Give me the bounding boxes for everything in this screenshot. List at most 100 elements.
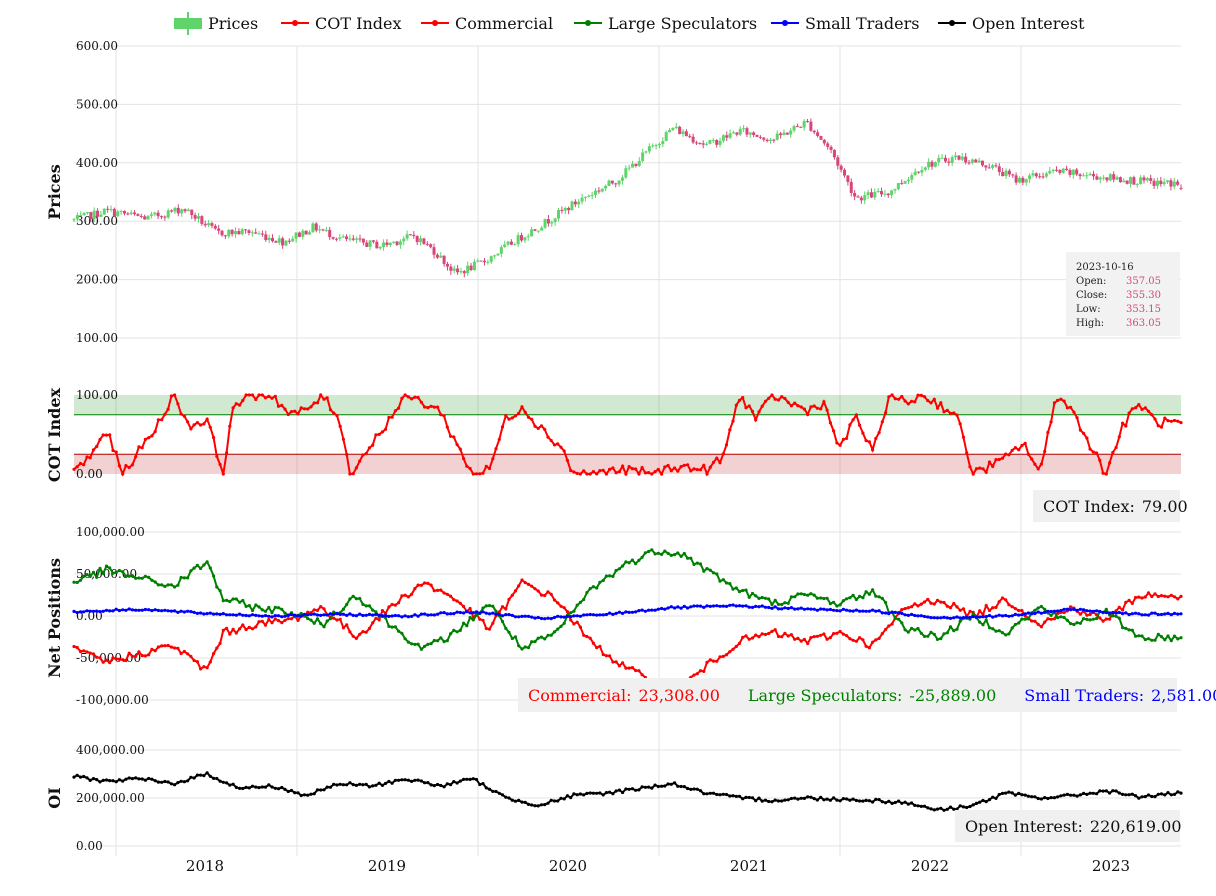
cot-index-point [225,451,229,455]
large-speculators-point [504,626,508,631]
commercial-point [455,599,459,603]
large-speculators-point [767,597,771,601]
small-traders-point [575,614,579,618]
candle-body [486,261,490,263]
commercial-point [176,646,180,650]
large-speculators-point [835,604,839,608]
cot-index-point [848,423,852,427]
commercial-point [744,634,748,638]
legend-item-commercial[interactable]: Commercial [421,12,553,34]
commercial-point [1146,591,1151,595]
commercial-point [218,641,222,646]
open-interest-point [95,778,99,782]
small-traders-point [948,616,953,621]
candle-body [890,190,894,196]
commercial-point [825,637,829,641]
small-traders-point [1150,611,1154,615]
large-speculators-point [854,597,859,602]
open-interest-point [179,779,183,783]
large-speculators-point [108,566,112,570]
large-speculators-point [851,593,855,598]
cot-index-point [1020,443,1024,448]
commercial-point [984,604,988,608]
candle-body [85,212,89,214]
large-speculators-point [189,569,193,573]
small-traders-point [744,604,748,608]
cot-index-point [588,472,592,476]
net-tick-label: -100,000.00 [76,693,149,707]
small-traders-point [1095,609,1099,613]
open-interest-point [971,803,975,807]
commercial-point [1169,593,1173,597]
candle-body [1159,180,1163,185]
cot-index-point [867,440,872,444]
open-interest-point [874,797,878,802]
small-traders-point [393,613,397,618]
candle-body [654,145,658,147]
cot-index-point [1026,452,1030,456]
commercial-point [523,581,527,585]
open-interest-point [127,776,131,780]
open-interest-point [85,776,89,780]
open-interest-point [913,803,917,808]
small-traders-point [585,613,589,617]
commercial-point [351,634,355,638]
large-speculators-point [270,611,274,615]
small-traders-point [322,613,326,617]
candle-body [567,208,571,211]
cot-index-point [673,466,677,470]
open-interest-point [306,793,310,797]
legend-item-large-speculators[interactable]: Large Speculators [574,12,757,34]
commercial-point [640,673,644,677]
candle-body [977,160,981,163]
candle-body [106,208,110,210]
line-marker-icon [281,16,309,30]
open-interest-point [698,789,703,793]
small-traders-point [267,614,271,618]
open-interest-point [494,789,498,794]
cot-index-point [455,443,459,447]
small-traders-point [500,614,505,618]
open-interest-point [1000,791,1005,796]
legend-item-small-traders[interactable]: Small Traders [771,12,919,34]
small-traders-point [143,607,147,612]
small-traders-point [140,608,144,612]
commercial-point [1069,605,1073,609]
candle-body [365,242,369,247]
cot-index-point [926,399,930,403]
open-interest-point [452,780,456,784]
open-interest-point [335,783,339,787]
legend-item-open-interest[interactable]: Open Interest [938,12,1085,34]
small-traders-point [994,614,998,618]
legend-item-cot-index[interactable]: COT Index [281,12,401,34]
small-traders-point [718,604,722,608]
large-speculators-point [676,551,680,555]
large-speculators-point [445,639,449,643]
small-traders-point [695,604,699,608]
commercial-point [1179,594,1183,599]
legend-item-prices[interactable]: Prices [174,12,258,35]
commercial-point [1049,617,1053,621]
candle-body [1088,173,1092,176]
cot-index-point [205,417,209,421]
open-interest-point [676,784,680,788]
large-speculators-point [893,616,897,621]
candle-body [183,209,187,212]
commercial-point [517,584,521,588]
small-traders-point [72,609,76,614]
large-speculators-point [867,592,872,596]
large-speculators-point [796,592,800,596]
cot-index-point [819,407,823,411]
open-interest-point [724,792,729,797]
small-traders-point [319,613,323,618]
candle-body [1065,168,1069,171]
large-speculators-point [471,618,475,622]
commercial-point [1163,594,1167,598]
large-speculators-point [1004,633,1008,637]
large-speculators-point [82,574,86,579]
open-interest-point [403,778,407,782]
candle-body [614,183,618,185]
open-interest-point [656,784,660,789]
open-interest-point [731,794,735,798]
